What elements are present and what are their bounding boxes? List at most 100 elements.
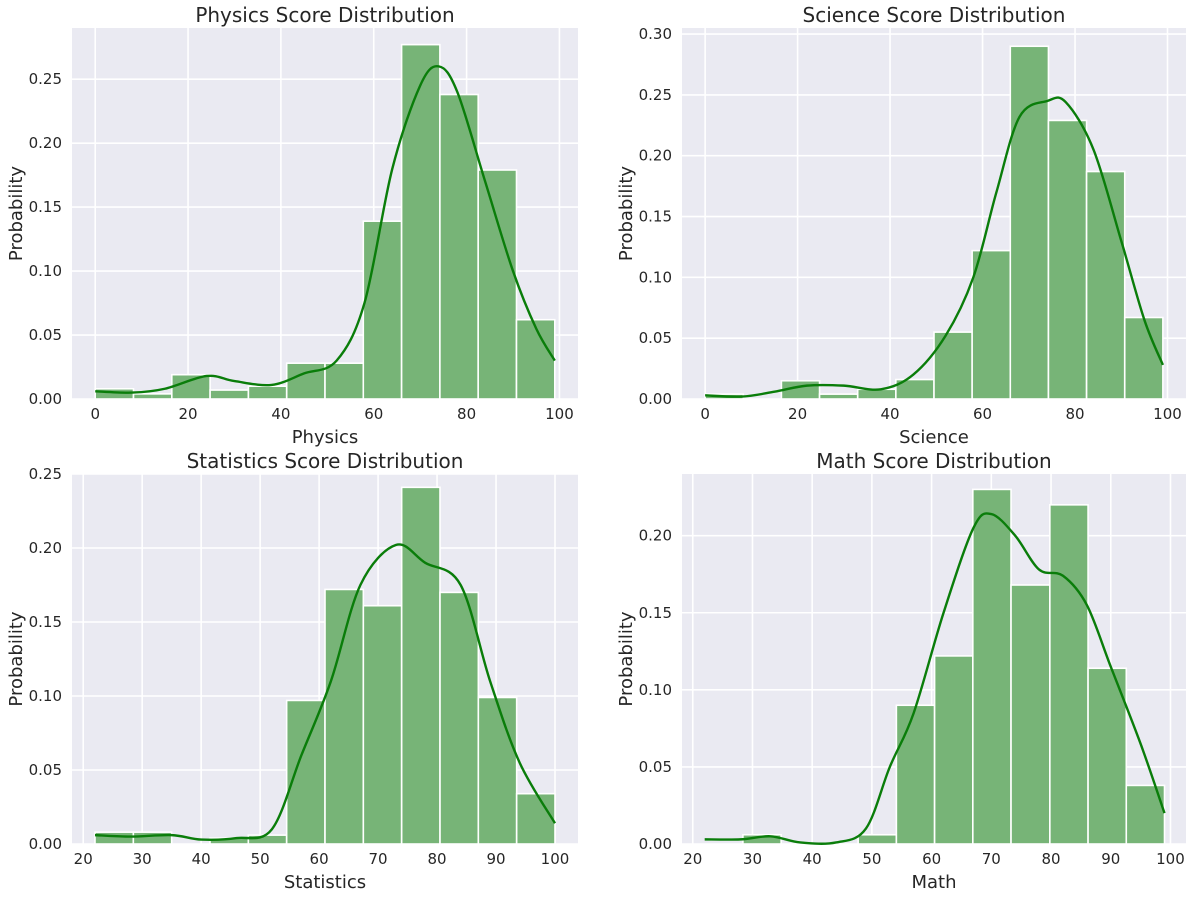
x-tick-label: 60 — [973, 405, 992, 423]
subplot-math: 20 30 40 50 60 70 80 90 100 0.00 0.05 0.10 0.15 0.20 M… — [616, 449, 1186, 893]
x-tick-label: 40 — [803, 850, 822, 868]
x-tick-label: 60 — [922, 850, 941, 868]
x-axis-label: Science — [899, 427, 969, 448]
histogram-bar — [477, 169, 518, 400]
histogram-bar — [515, 318, 556, 400]
histogram-bar — [971, 249, 1012, 400]
histogram-bar — [818, 393, 859, 400]
x-axis-label: Math — [911, 872, 956, 893]
kde-curve — [94, 543, 557, 841]
x-tick-label: 0 — [700, 405, 710, 423]
histogram-bar — [1049, 504, 1089, 845]
y-tick-label: 0.10 — [639, 268, 672, 286]
x-tick-label: 40 — [881, 405, 900, 423]
y-tick-label: 0.15 — [29, 198, 62, 216]
y-tick-label: 0.05 — [29, 761, 62, 779]
kde-curve — [95, 65, 556, 394]
histogram-bar — [439, 93, 479, 400]
y-axis-label: Probability — [616, 611, 637, 706]
chart-title: Math Score Distribution — [816, 449, 1051, 473]
histogram-bar — [94, 831, 135, 845]
x-tick-label: 0 — [90, 405, 100, 423]
histogram-bar — [895, 704, 936, 845]
histogram-bar — [247, 834, 288, 845]
x-tick-label: 100 — [1153, 405, 1182, 423]
histogram-bar — [94, 387, 135, 400]
histogram-bar — [362, 604, 403, 845]
subplot-statistics: 20 30 40 50 60 70 80 90 100 0.00 0.05 0.10 0.15 0.20 0… — [6, 449, 578, 893]
y-tick-label: 0.20 — [29, 539, 62, 557]
histogram-bar — [515, 792, 556, 845]
histogram-bar — [400, 486, 441, 845]
x-tick-label: 100 — [545, 405, 574, 423]
kde-curve — [705, 96, 1164, 398]
histogram-bar — [972, 488, 1012, 845]
histogram-bar — [1010, 584, 1051, 845]
histogram-bar — [400, 43, 441, 400]
y-tick-label: 0.30 — [639, 25, 672, 43]
x-tick-label: 60 — [364, 405, 383, 423]
y-tick-label: 0.15 — [29, 613, 62, 631]
y-tick-label: 0.20 — [29, 134, 62, 152]
histogram-bar — [324, 362, 365, 400]
histogram-bar — [171, 373, 211, 400]
x-tick-label: 40 — [271, 405, 290, 423]
y-tick-label: 0.05 — [29, 326, 62, 344]
histogram-bar — [247, 385, 288, 400]
x-tick-label: 50 — [862, 850, 881, 868]
chart-title: Physics Score Distribution — [195, 3, 454, 27]
x-tick-label: 70 — [982, 850, 1001, 868]
y-tick-label: 0.25 — [29, 70, 62, 88]
y-tick-label: 0.15 — [639, 604, 672, 622]
chart-title: Statistics Score Distribution — [187, 449, 464, 473]
x-axis-label: Physics — [292, 427, 359, 448]
x-tick-label: 40 — [192, 850, 211, 868]
x-tick-label: 80 — [1065, 405, 1084, 423]
x-tick-label: 60 — [310, 850, 329, 868]
kde-curve — [704, 512, 1166, 845]
histogram-bar — [439, 591, 480, 845]
y-tick-label: 0.10 — [639, 681, 672, 699]
y-tick-label: 0.25 — [29, 465, 62, 483]
histogram-bar — [1087, 667, 1128, 845]
chart-title: Science Score Distribution — [803, 3, 1066, 27]
x-tick-label: 90 — [1101, 850, 1120, 868]
x-tick-label: 100 — [541, 850, 570, 868]
x-tick-label: 100 — [1156, 850, 1185, 868]
histogram-bar — [132, 831, 173, 845]
y-axis-label: Probability — [616, 166, 637, 261]
y-tick-label: 0.10 — [29, 262, 62, 280]
y-tick-label: 0.20 — [639, 527, 672, 545]
y-tick-label: 0.00 — [639, 390, 672, 408]
subplot-science: 0 20 40 60 80 100 0.00 0.05 0.10 0.15 0.20 0.25 0.30… — [616, 3, 1186, 448]
histogram-bar — [285, 699, 326, 845]
y-tick-label: 0.25 — [639, 86, 672, 104]
histogram-bar — [1085, 170, 1126, 400]
histogram-bar — [857, 833, 898, 845]
x-tick-label: 90 — [486, 850, 505, 868]
y-tick-label: 0.00 — [639, 835, 672, 853]
x-tick-label: 20 — [683, 850, 702, 868]
y-tick-label: 0.00 — [29, 390, 62, 408]
histogram-bar — [933, 655, 974, 845]
histogram-bar — [362, 220, 403, 400]
x-tick-label: 50 — [251, 850, 270, 868]
histogram-bar — [209, 389, 250, 400]
x-tick-label: 80 — [457, 405, 476, 423]
histogram-bar — [1123, 316, 1164, 400]
y-tick-label: 0.05 — [639, 758, 672, 776]
histogram-bar — [1009, 45, 1050, 400]
x-tick-label: 20 — [788, 405, 807, 423]
y-tick-label: 0.10 — [29, 687, 62, 705]
y-axis-label: Probability — [6, 611, 27, 706]
x-tick-label: 80 — [1041, 850, 1060, 868]
x-tick-label: 80 — [428, 850, 447, 868]
histogram-bar — [285, 362, 326, 400]
x-tick-label: 70 — [369, 850, 388, 868]
subplot-physics: 0 20 40 60 80 100 0.00 0.05 0.10 0.15 0.20 0.25 Phys… — [6, 3, 578, 448]
x-tick-label: 20 — [179, 405, 198, 423]
histogram-bar — [933, 331, 973, 400]
histogram-bar — [1047, 119, 1088, 400]
histogram-bar — [324, 588, 365, 845]
